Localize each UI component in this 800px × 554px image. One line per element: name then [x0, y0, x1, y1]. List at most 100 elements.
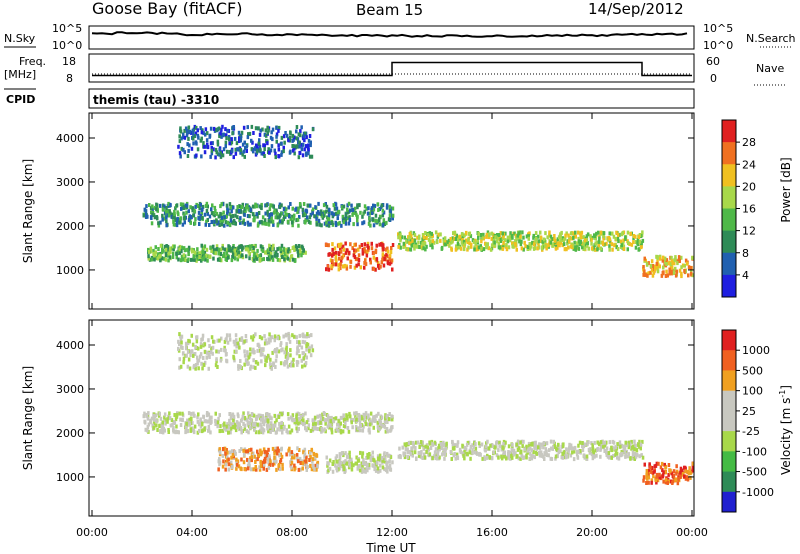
- heat-cell: [206, 211, 209, 216]
- heat-cell: [624, 235, 627, 240]
- heat-cell: [375, 219, 379, 224]
- heat-cell: [573, 445, 577, 450]
- heat-cell: [279, 460, 282, 465]
- heat-cell: [519, 450, 522, 455]
- heat-cell: [313, 425, 316, 430]
- heat-cell: [496, 236, 500, 241]
- heat-cell: [652, 474, 655, 479]
- heat-cell: [647, 271, 650, 276]
- heat-cell: [369, 257, 372, 262]
- heat-cell: [379, 215, 382, 220]
- heat-cell: [330, 253, 334, 258]
- heat-cell: [355, 212, 358, 217]
- heat-cell: [673, 261, 676, 266]
- heat-cell: [503, 450, 506, 455]
- heat-cell: [240, 447, 243, 452]
- heat-cell: [338, 464, 342, 468]
- heat-cell: [224, 467, 227, 472]
- heat-cell: [250, 412, 254, 416]
- heat-cell: [486, 439, 489, 444]
- heat-cell: [433, 454, 436, 459]
- heat-cell: [278, 463, 281, 468]
- heat-cell: [228, 333, 232, 338]
- heat-cell: [337, 428, 340, 433]
- heat-cell: [515, 247, 518, 252]
- heat-cell: [377, 411, 380, 416]
- heat-cell: [597, 243, 601, 248]
- heat-cell: [299, 129, 302, 134]
- heat-cell: [339, 249, 343, 254]
- heat-cell: [175, 252, 178, 256]
- heat-cell: [265, 221, 268, 226]
- heat-cell: [280, 420, 283, 425]
- heat-cell: [275, 125, 278, 130]
- heat-cell: [180, 206, 183, 211]
- heat-cell: [254, 460, 257, 464]
- heat-cell: [227, 423, 231, 428]
- heat-cell: [263, 154, 266, 158]
- heat-cell: [214, 251, 218, 256]
- heat-cell: [630, 456, 634, 461]
- heat-cell: [200, 154, 203, 159]
- heat-cell: [217, 416, 220, 421]
- heat-cell: [389, 417, 392, 422]
- heat-cell: [275, 354, 278, 359]
- heat-cell: [290, 428, 294, 433]
- heat-cell: [182, 253, 186, 258]
- heat-cell: [202, 356, 205, 360]
- heat-cell: [463, 456, 466, 461]
- heat-cell: [266, 212, 270, 217]
- heat-cell: [502, 240, 505, 245]
- heat-cell: [431, 456, 434, 461]
- heat-cell: [517, 231, 521, 236]
- heat-cell: [212, 147, 215, 152]
- heat-cell: [188, 422, 192, 427]
- heat-cell: [257, 430, 261, 435]
- heat-cell: [150, 416, 154, 421]
- heat-cell: [259, 128, 262, 133]
- velocity-colorbar-label: Velocity [m s-1]: [778, 385, 793, 475]
- noise-right-tick-bottom: 10^0: [703, 39, 733, 52]
- heat-cell: [235, 420, 239, 425]
- heat-cell: [332, 417, 336, 422]
- heat-cell: [308, 134, 312, 138]
- heat-cell: [292, 363, 295, 368]
- heat-cell: [270, 366, 273, 371]
- heat-cell: [516, 233, 519, 238]
- heat-cell: [472, 445, 476, 449]
- heat-cell: [532, 242, 536, 247]
- heat-cell: [390, 246, 393, 250]
- heat-cell: [304, 361, 308, 365]
- heat-cell: [309, 140, 312, 145]
- heat-cell: [322, 213, 325, 218]
- heat-cell: [374, 418, 377, 423]
- heat-cell: [221, 218, 225, 223]
- heat-cell: [385, 252, 388, 257]
- heat-cell: [218, 413, 221, 418]
- heat-cell: [363, 462, 367, 467]
- heat-cell: [270, 251, 273, 256]
- heat-cell: [206, 145, 210, 150]
- heat-cell: [195, 141, 198, 146]
- heat-cell: [259, 350, 263, 355]
- heat-cell: [233, 248, 236, 253]
- heat-cell: [351, 246, 354, 251]
- heat-cell: [368, 417, 371, 422]
- heat-cell: [540, 453, 544, 458]
- heat-cell: [376, 454, 380, 459]
- heat-cell: [436, 456, 439, 461]
- heat-cell: [226, 128, 229, 133]
- heat-cell: [411, 453, 414, 458]
- heat-cell: [178, 250, 182, 255]
- heat-cell: [218, 447, 221, 452]
- heat-cell: [290, 460, 294, 465]
- heat-cell: [468, 231, 472, 236]
- heat-cell: [145, 413, 148, 418]
- heat-cell: [521, 230, 524, 235]
- heat-cell: [230, 137, 233, 142]
- heat-cell: [614, 449, 618, 454]
- heat-cell: [620, 443, 623, 448]
- heat-cell: [388, 213, 392, 218]
- heat-cell: [193, 124, 197, 129]
- heat-cell: [452, 446, 456, 451]
